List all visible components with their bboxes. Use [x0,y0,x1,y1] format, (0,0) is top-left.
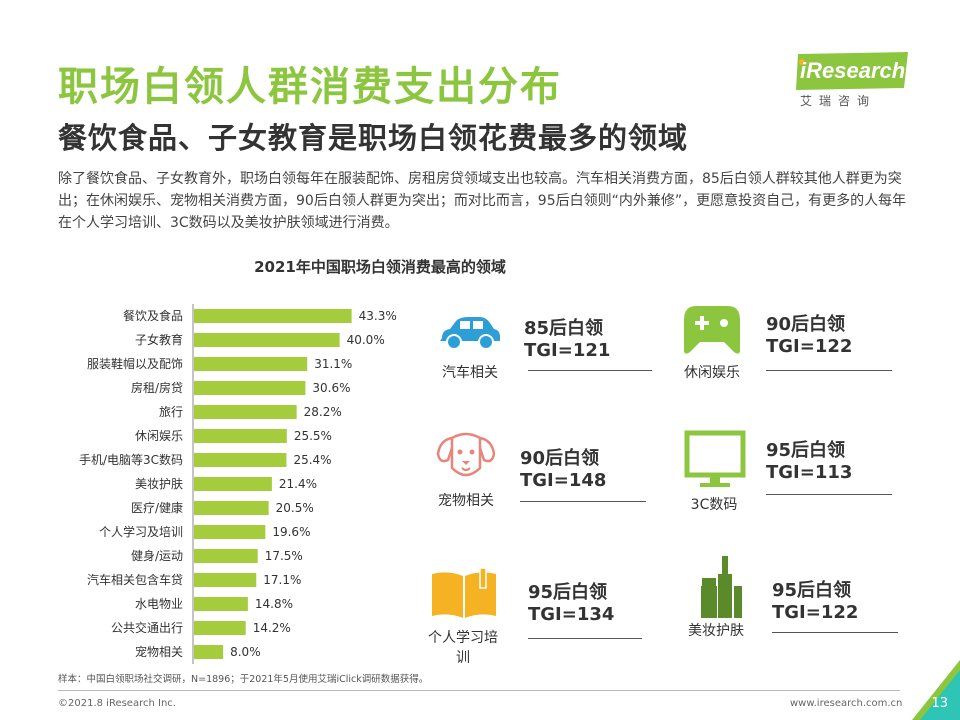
category-label: 餐饮及食品 [123,308,183,323]
data-label: 14.2% [253,621,291,635]
category-label: 手机/电脑等3C数码 [79,452,183,467]
page-subtitle: 餐饮食品、子女教育是职场白领花费最多的领域 [58,121,689,155]
data-label: 17.1% [263,573,301,587]
page-title: 职场白领人群消费支出分布 [58,64,562,110]
divider-line [772,632,898,633]
tgi-value: TGI=113 [766,462,853,483]
data-label: 25.4% [293,453,331,467]
tgi-generation: 95后白领 [766,440,846,461]
bar [194,525,266,539]
divider-line [766,494,892,495]
bar [194,405,297,419]
book-icon [432,567,496,618]
sample-footnote: 样本：中国白领职场社交调研，N=1896；于2021年5月使用艾瑞iClick调… [58,674,429,685]
data-label: 31.1% [314,357,352,371]
page-number: 13 [931,696,948,711]
copyright: ©2021.8 iResearch Inc. [58,698,176,709]
bar [194,381,306,395]
tgi-block-dog: 90后白领 TGI=148 [520,448,606,492]
category-label: 房租/房贷 [131,380,183,395]
footer-divider [58,690,900,691]
tgi-value: TGI=122 [772,602,859,623]
category-label: 子女教育 [135,332,183,347]
data-label: 17.5% [265,549,303,563]
divider-line [520,501,646,502]
data-label: 14.8% [255,597,293,611]
category-label: 美妆护肤 [135,476,183,491]
tgi-label-book: 个人学习培训 [428,630,498,666]
gamepad-icon [684,306,740,354]
data-label: 43.3% [359,309,397,323]
bar [194,645,224,659]
category-label: 公共交通出行 [111,620,183,635]
tgi-block-cosmetics: 95后白领 TGI=122 [772,580,858,624]
bar [194,597,248,611]
category-label: 个人学习及培训 [99,524,183,539]
monitor-icon [684,430,746,487]
logo-text: iResearch [800,58,906,83]
divider-line [528,370,652,371]
tgi-generation: 85后白领 [524,318,604,339]
bar [194,621,246,635]
category-label: 休闲娱乐 [135,429,183,443]
bar [194,477,272,491]
bar [194,309,352,323]
category-label: 水电物业 [135,597,183,611]
tgi-value: TGI=122 [766,336,853,357]
bar [194,429,287,443]
description-text: 除了餐饮食品、子女教育外，职场白领每年在服装配饰、房租房贷领域支出也较高。汽车相… [58,171,907,231]
tgi-block-car: 85后白领 TGI=121 [524,318,610,362]
tgi-label-dog: 宠物相关 [438,493,494,509]
tgi-generation: 90后白领 [766,314,846,335]
bar [194,357,308,371]
data-label: 40.0% [347,333,385,347]
tgi-value: TGI=134 [528,604,615,625]
data-label: 21.4% [279,477,317,491]
logo-subtext: 艾瑞咨询 [800,94,877,108]
corner-decoration [912,660,960,720]
iresearch-logo [796,52,908,90]
tgi-label-car: 汽车相关 [442,365,498,381]
data-label: 30.6% [312,381,350,395]
bar [194,501,269,515]
divider-line [766,370,892,371]
bar [194,573,257,587]
data-label: 28.2% [304,405,342,419]
tgi-value: TGI=121 [524,340,611,361]
tgi-label-cosmetics: 美妆护肤 [688,623,744,639]
data-label: 19.6% [272,525,310,539]
cosmetics-icon [701,556,742,618]
category-label: 汽车相关包含车贷 [87,572,183,587]
car-icon [440,317,500,350]
bar [194,333,340,347]
website-link[interactable]: www.iresearch.com.cn [790,698,903,709]
data-label: 8.0% [230,645,261,659]
tgi-generation: 90后白领 [520,448,600,469]
category-label: 医疗/健康 [131,500,183,515]
divider-line [528,638,642,639]
tgi-block-monitor: 95后白领 TGI=113 [766,440,852,484]
category-label: 服装鞋帽以及配饰 [87,356,183,371]
bar [194,453,287,467]
dog-icon [436,432,496,477]
category-label: 健身/运动 [131,548,183,563]
data-label: 20.5% [276,501,314,515]
tgi-block-gamepad: 90后白领 TGI=122 [766,314,852,358]
data-label: 25.5% [294,429,332,443]
tgi-label-gamepad: 休闲娱乐 [684,365,740,381]
tgi-block-book: 95后白领 TGI=134 [528,582,614,626]
tgi-label-monitor: 3C数码 [690,497,738,513]
chart-title: 2021年中国职场白领消费最高的领域 [254,258,506,276]
tgi-value: TGI=148 [520,470,607,491]
tgi-generation: 95后白领 [772,580,852,601]
bar [194,549,258,563]
tgi-generation: 95后白领 [528,582,608,603]
category-label: 宠物相关 [135,644,183,659]
category-label: 旅行 [159,405,183,419]
